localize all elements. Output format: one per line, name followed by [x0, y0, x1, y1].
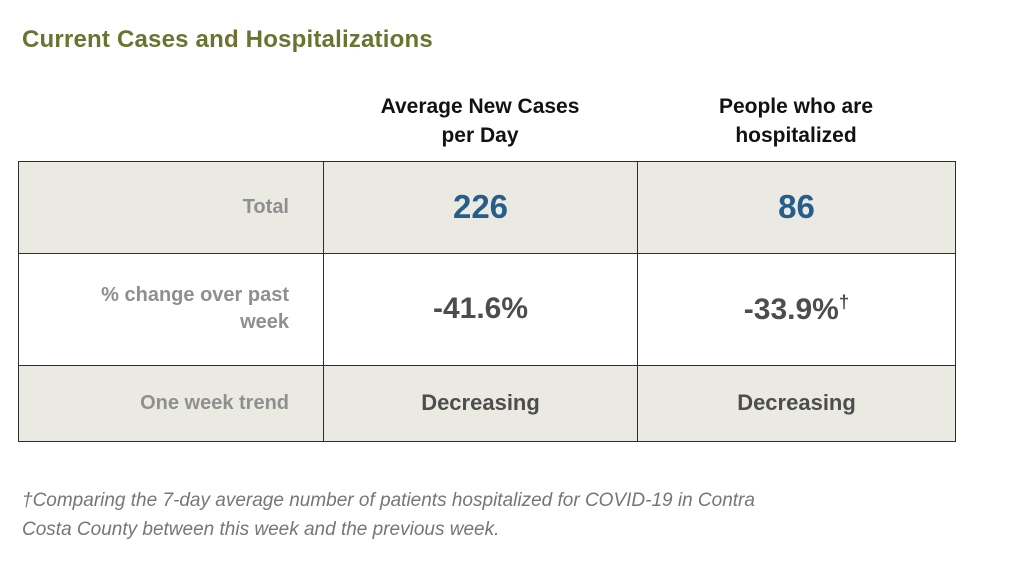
- row-label-total: Total: [18, 160, 324, 254]
- page: Current Cases and Hospitalizations Avera…: [0, 26, 1020, 580]
- cell-trend-cases: Decreasing: [323, 364, 638, 442]
- dagger-footnote-marker: †: [838, 291, 850, 313]
- trend-cases-value: Decreasing: [421, 390, 540, 416]
- trend-hospitalized-value: Decreasing: [737, 390, 856, 416]
- cell-total-cases: 226: [323, 160, 638, 254]
- cell-change-cases: -41.6%: [323, 252, 638, 366]
- column-header-hospitalized: People who are hospitalized: [718, 95, 874, 148]
- stats-table: Total 226 86 % change over past week -41…: [18, 160, 956, 442]
- footnote: †Comparing the 7-day average number of p…: [22, 489, 755, 541]
- table-row-total: Total 226 86: [18, 160, 956, 254]
- column-header-avg-new-cases: Average New Cases per Day: [380, 95, 580, 148]
- change-cases-value: -41.6%: [432, 292, 529, 326]
- page-title: Current Cases and Hospitalizations: [22, 26, 433, 53]
- table-row-percent-change: % change over past week -41.6% -33.9%†: [18, 252, 956, 366]
- row-label-week-trend: One week trend: [18, 364, 324, 442]
- cell-total-hospitalized: 86: [637, 160, 956, 254]
- total-hospitalized-value: 86: [778, 188, 815, 226]
- column-header-spacer: [18, 151, 323, 161]
- cell-change-hospitalized: -33.9%†: [637, 252, 956, 366]
- change-hospitalized-value: -33.9%: [743, 293, 839, 327]
- table-row-week-trend: One week trend Decreasing Decreasing: [18, 364, 956, 442]
- total-cases-value: 226: [452, 188, 509, 226]
- row-label-percent-change: % change over past week: [18, 252, 324, 366]
- column-headers: Average New Cases per Day People who are…: [18, 92, 955, 161]
- cases-table: Average New Cases per Day People who are…: [18, 92, 956, 442]
- cell-trend-hospitalized: Decreasing: [637, 364, 956, 442]
